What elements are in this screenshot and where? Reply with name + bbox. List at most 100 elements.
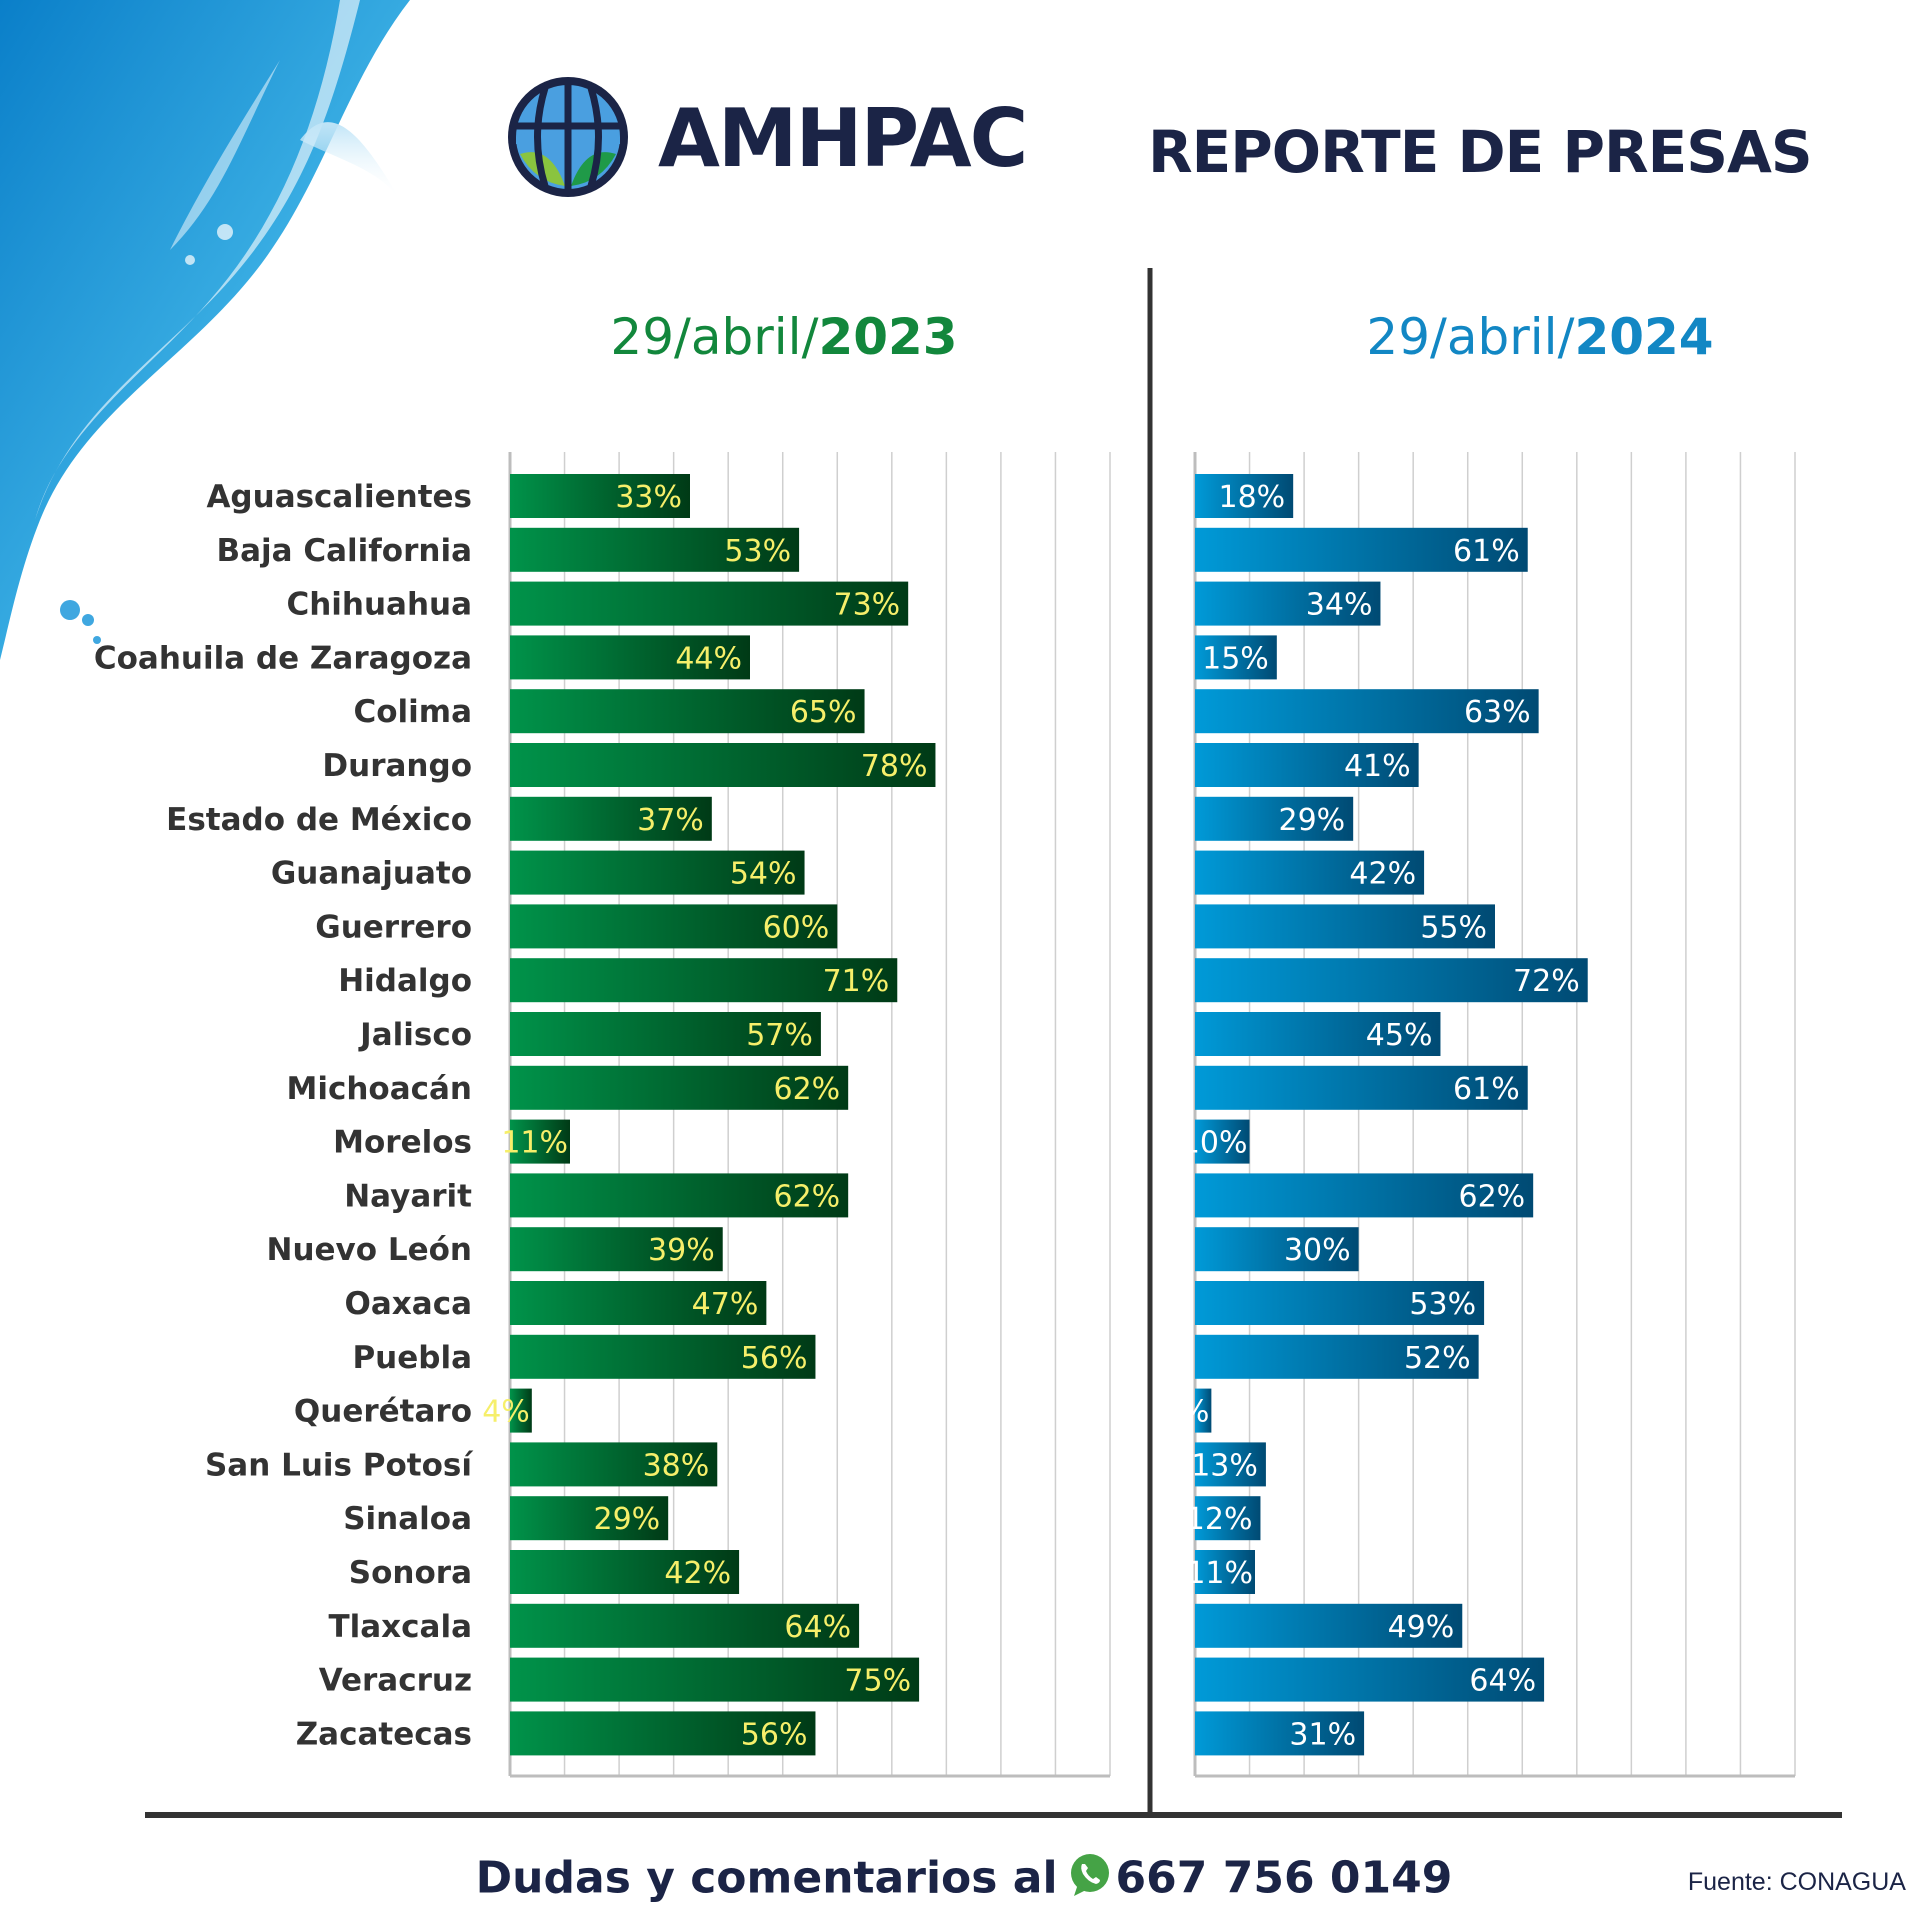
value-label: 4% (482, 1395, 530, 1430)
bar-2023 (510, 904, 838, 949)
value-label: 65% (790, 695, 857, 730)
bar-2024 (1195, 1657, 1545, 1702)
value-label: 38% (643, 1448, 710, 1483)
bar-2023 (510, 1496, 669, 1541)
value-label: 62% (773, 1072, 840, 1107)
value-label: 71% (823, 964, 890, 999)
bar-2023 (510, 1012, 821, 1056)
bar-2023 (510, 1065, 849, 1110)
value-label: 47% (692, 1287, 759, 1322)
phone-number[interactable]: 667 756 0149 (1115, 1852, 1453, 1904)
page-title: REPORTE DE PRESAS (1148, 118, 1813, 186)
bar-2023 (510, 1711, 816, 1756)
date-prefix: 29/abril/ (610, 308, 819, 366)
date-prefix: 29/abril/ (1366, 308, 1575, 366)
value-label: 62% (773, 1179, 840, 1214)
value-label: 60% (763, 910, 830, 945)
category-label: Sinaloa (343, 1501, 472, 1537)
footer-text: Dudas y comentarios al (475, 1852, 1058, 1904)
category-label: Aguascalientes (206, 479, 472, 515)
category-label: Oaxaca (345, 1286, 472, 1322)
category-label: Guerrero (315, 909, 472, 945)
value-label: 13% (1191, 1448, 1258, 1483)
category-label: Michoacán (286, 1071, 472, 1107)
value-label: 52% (1404, 1341, 1471, 1376)
category-label: Puebla (352, 1340, 472, 1376)
value-label: 64% (784, 1610, 851, 1645)
value-label: 75% (844, 1664, 911, 1699)
value-label: 56% (741, 1341, 808, 1376)
category-label: Morelos (333, 1125, 472, 1161)
value-label: 53% (724, 534, 791, 569)
bar-2023 (510, 743, 936, 787)
bar-2024 (1195, 527, 1528, 572)
category-label: Nuevo León (267, 1232, 472, 1268)
category-label: Chihuahua (286, 587, 472, 623)
category-label: Jalisco (358, 1017, 472, 1053)
bar-2023 (510, 1173, 849, 1218)
bar-2023 (510, 1388, 532, 1433)
bar-2023 (510, 1334, 816, 1379)
bar-2024 (1195, 689, 1539, 734)
value-label: 18% (1218, 480, 1285, 515)
bar-2024 (1195, 1711, 1365, 1756)
bar-2024 (1195, 958, 1588, 1003)
value-label: 54% (730, 857, 797, 892)
category-label: Nayarit (344, 1178, 472, 1214)
bar-2024 (1195, 635, 1277, 680)
category-label: Guanajuato (271, 856, 472, 892)
value-label: 12% (1186, 1502, 1253, 1537)
bar-2024 (1195, 1065, 1528, 1110)
value-label: 37% (637, 803, 704, 838)
category-label: Baja California (217, 533, 473, 569)
value-label: 34% (1306, 588, 1373, 623)
chart-title-2023: 29/abril/2023 (484, 308, 1084, 366)
value-label: 62% (1458, 1179, 1525, 1214)
value-label: 39% (648, 1233, 715, 1268)
bar-2023 (510, 796, 712, 841)
whatsapp-icon (1068, 1852, 1112, 1909)
value-label: 57% (746, 1018, 813, 1053)
bar-2024 (1195, 1012, 1441, 1056)
category-label: Durango (322, 748, 472, 784)
value-label: 30% (1284, 1233, 1351, 1268)
chart-title-2024: 29/abril/2024 (1240, 308, 1840, 366)
category-label: Tlaxcala (328, 1609, 472, 1645)
value-label: 11% (501, 1126, 568, 1161)
bar-2024 (1195, 850, 1425, 895)
value-label: 49% (1388, 1610, 1455, 1645)
chart-2023: 33% Aguascalientes 53% Baja California 73% Ch… (94, 452, 1111, 1778)
category-label: San Luis Potosí (205, 1447, 473, 1483)
value-label: 10% (1181, 1126, 1248, 1161)
bar-2024 (1195, 1496, 1261, 1541)
bar-2023 (510, 581, 909, 626)
value-label: 15% (1202, 641, 1269, 676)
bar-2024 (1195, 1550, 1255, 1594)
value-label: 61% (1453, 1072, 1520, 1107)
bar-2023 (510, 850, 805, 895)
bar-2024 (1195, 1281, 1485, 1325)
category-label: Zacatecas (296, 1716, 472, 1752)
source-note: Fuente: CONAGUA (1687, 1868, 1906, 1896)
bar-2023 (510, 1442, 718, 1487)
bar-2023 (510, 958, 898, 1003)
bar-2023 (510, 1657, 920, 1702)
date-year: 2024 (1574, 308, 1714, 366)
chart-2024: 18% 61% 34% 15% 63% 41% 29%42%55% 72% 45% 61% 10% 6… (1162, 452, 1796, 1778)
brand-name: AMHPAC (658, 92, 1028, 185)
value-label: 29% (593, 1502, 660, 1537)
footer-contact: Dudas y comentarios al 667 756 0149 (0, 1852, 1928, 1909)
value-label: 11% (1186, 1556, 1253, 1591)
amhpac-logo-globe (508, 77, 628, 197)
category-label: Hidalgo (338, 963, 472, 999)
bar-2023 (510, 1603, 860, 1648)
value-label: 64% (1469, 1664, 1536, 1699)
category-label: Colima (353, 694, 472, 730)
bar-2024 (1195, 743, 1419, 787)
value-label: 42% (664, 1556, 731, 1591)
category-label: Sonora (349, 1555, 472, 1591)
bar-2024 (1195, 581, 1381, 626)
bar-2023 (510, 1227, 723, 1272)
value-label: 55% (1420, 910, 1487, 945)
bar-2024 (1195, 796, 1354, 841)
